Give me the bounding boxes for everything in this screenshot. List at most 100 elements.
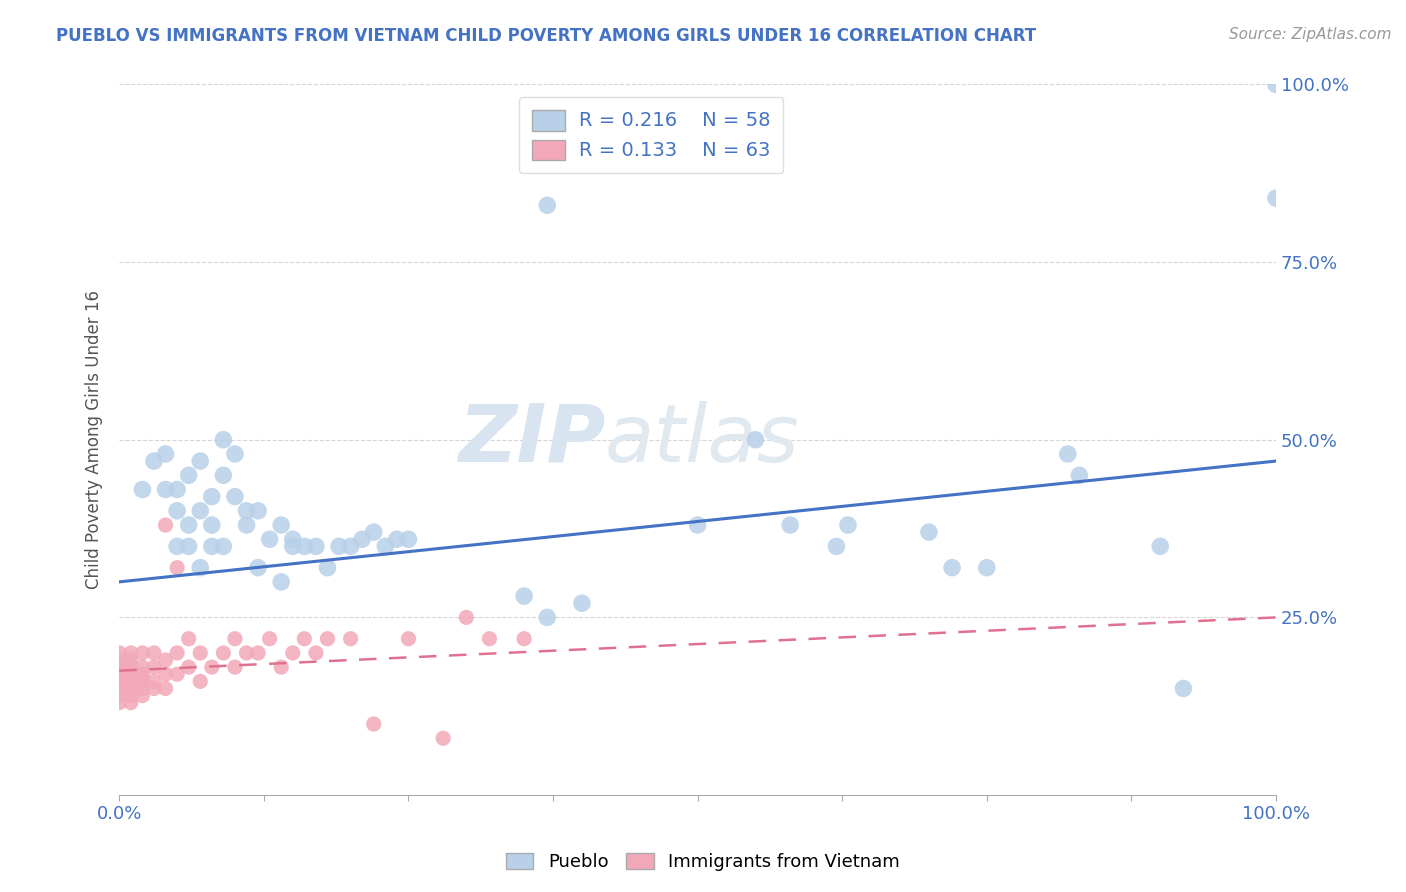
Point — [212, 646, 235, 660]
Point — [143, 646, 166, 660]
Point — [108, 667, 131, 681]
Point — [270, 660, 292, 674]
Point — [131, 674, 153, 689]
Point — [328, 539, 350, 553]
Point — [316, 632, 339, 646]
Point — [363, 525, 385, 540]
Point — [224, 490, 246, 504]
Point — [292, 539, 315, 553]
Point — [143, 454, 166, 468]
Point — [224, 447, 246, 461]
Point — [188, 504, 211, 518]
Text: Source: ZipAtlas.com: Source: ZipAtlas.com — [1229, 27, 1392, 42]
Point — [259, 632, 281, 646]
Point — [155, 483, 177, 497]
Point — [305, 539, 328, 553]
Point — [143, 674, 166, 689]
Point — [513, 589, 536, 603]
Y-axis label: Child Poverty Among Girls Under 16: Child Poverty Among Girls Under 16 — [86, 290, 103, 590]
Point — [177, 539, 200, 553]
Point — [363, 717, 385, 731]
Point — [201, 660, 224, 674]
Point — [166, 483, 188, 497]
Point — [166, 560, 188, 574]
Point — [305, 646, 328, 660]
Point — [398, 533, 420, 547]
Text: PUEBLO VS IMMIGRANTS FROM VIETNAM CHILD POVERTY AMONG GIRLS UNDER 16 CORRELATION: PUEBLO VS IMMIGRANTS FROM VIETNAM CHILD … — [56, 27, 1036, 45]
Point — [201, 518, 224, 533]
Point — [120, 689, 142, 703]
Point — [131, 646, 153, 660]
Point — [247, 560, 270, 574]
Point — [143, 660, 166, 674]
Point — [120, 681, 142, 696]
Point — [188, 454, 211, 468]
Point — [374, 539, 396, 553]
Point — [131, 674, 153, 689]
Point — [120, 646, 142, 660]
Point — [120, 681, 142, 696]
Point — [131, 660, 153, 674]
Point — [571, 596, 593, 610]
Legend: Pueblo, Immigrants from Vietnam: Pueblo, Immigrants from Vietnam — [499, 846, 907, 879]
Point — [155, 681, 177, 696]
Point — [235, 646, 257, 660]
Point — [188, 674, 211, 689]
Point — [120, 674, 142, 689]
Point — [131, 667, 153, 681]
Point — [1265, 78, 1288, 92]
Point — [235, 504, 257, 518]
Point — [825, 539, 848, 553]
Point — [686, 518, 709, 533]
Point — [270, 518, 292, 533]
Point — [108, 660, 131, 674]
Point — [224, 632, 246, 646]
Point — [108, 646, 131, 660]
Point — [177, 660, 200, 674]
Point — [108, 667, 131, 681]
Point — [976, 560, 998, 574]
Point — [108, 674, 131, 689]
Point — [281, 539, 304, 553]
Point — [131, 667, 153, 681]
Point — [108, 653, 131, 667]
Point — [155, 518, 177, 533]
Legend: R = 0.216    N = 58, R = 0.133    N = 63: R = 0.216 N = 58, R = 0.133 N = 63 — [519, 97, 783, 173]
Point — [188, 560, 211, 574]
Point — [270, 574, 292, 589]
Point — [108, 689, 131, 703]
Point — [918, 525, 941, 540]
Point — [292, 632, 315, 646]
Point — [108, 696, 131, 710]
Point — [352, 533, 374, 547]
Point — [155, 447, 177, 461]
Point — [120, 696, 142, 710]
Point — [536, 198, 558, 212]
Point — [188, 646, 211, 660]
Point — [478, 632, 501, 646]
Point — [224, 660, 246, 674]
Point — [155, 667, 177, 681]
Point — [108, 674, 131, 689]
Point — [120, 667, 142, 681]
Point — [235, 518, 257, 533]
Point — [456, 610, 478, 624]
Point — [155, 653, 177, 667]
Point — [166, 539, 188, 553]
Point — [201, 490, 224, 504]
Point — [166, 667, 188, 681]
Point — [744, 433, 766, 447]
Point — [166, 504, 188, 518]
Point — [131, 689, 153, 703]
Point — [247, 646, 270, 660]
Point — [398, 632, 420, 646]
Point — [339, 632, 361, 646]
Text: ZIP: ZIP — [458, 401, 605, 479]
Point — [131, 681, 153, 696]
Point — [837, 518, 859, 533]
Point — [385, 533, 408, 547]
Point — [131, 483, 153, 497]
Point — [247, 504, 270, 518]
Point — [1056, 447, 1078, 461]
Point — [120, 667, 142, 681]
